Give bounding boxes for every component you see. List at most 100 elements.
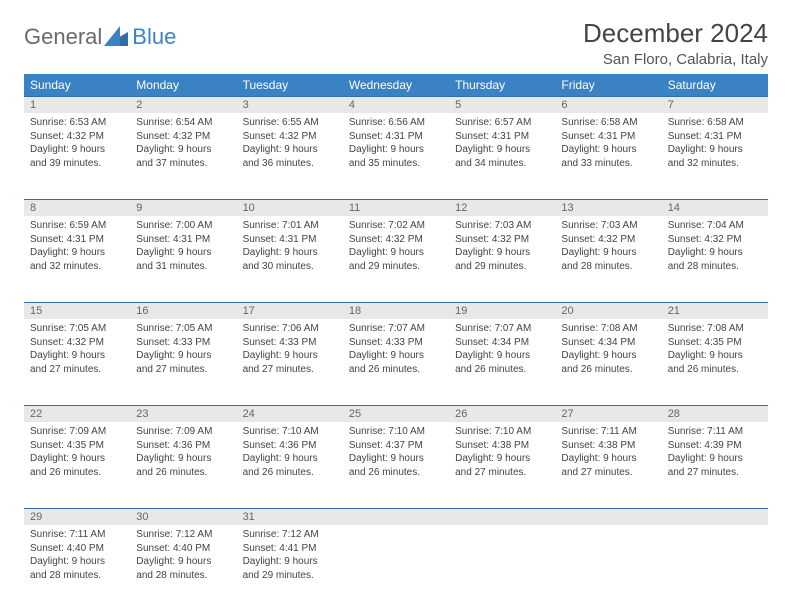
week-content-row: Sunrise: 7:09 AMSunset: 4:35 PMDaylight:… [24,422,768,508]
day-number: 7 [662,96,768,113]
day-line-sr: Sunrise: 7:08 AM [561,322,655,336]
day-line-ss: Sunset: 4:31 PM [561,130,655,144]
day-line-d1: Daylight: 9 hours [668,452,762,466]
day-number: 25 [343,405,449,422]
day-header: Saturday [662,74,768,96]
day-line-d1: Daylight: 9 hours [668,246,762,260]
day-number-cell: 11 [343,199,449,216]
day-content-cell: Sunrise: 7:05 AMSunset: 4:33 PMDaylight:… [130,319,236,405]
calendar-body: 1234567Sunrise: 6:53 AMSunset: 4:32 PMDa… [24,96,768,611]
day-content-cell: Sunrise: 7:00 AMSunset: 4:31 PMDaylight:… [130,216,236,302]
day-number-cell: 23 [130,405,236,422]
day-line-d2: and 32 minutes. [30,260,124,274]
day-header: Friday [555,74,661,96]
day-line-sr: Sunrise: 7:07 AM [349,322,443,336]
day-number-cell: 7 [662,96,768,113]
day-content: Sunrise: 7:04 AMSunset: 4:32 PMDaylight:… [662,216,768,279]
day-number [662,508,768,525]
day-line-d2: and 26 minutes. [349,466,443,480]
day-line-sr: Sunrise: 7:10 AM [349,425,443,439]
day-line-d1: Daylight: 9 hours [136,555,230,569]
day-number-cell [449,508,555,525]
day-line-d1: Daylight: 9 hours [30,143,124,157]
day-content: Sunrise: 7:08 AMSunset: 4:35 PMDaylight:… [662,319,768,382]
day-line-ss: Sunset: 4:32 PM [668,233,762,247]
day-content [555,525,661,534]
day-content: Sunrise: 6:54 AMSunset: 4:32 PMDaylight:… [130,113,236,176]
day-header: Thursday [449,74,555,96]
day-content: Sunrise: 7:12 AMSunset: 4:41 PMDaylight:… [237,525,343,588]
day-line-sr: Sunrise: 6:55 AM [243,116,337,130]
day-header: Sunday [24,74,130,96]
day-content-cell: Sunrise: 6:53 AMSunset: 4:32 PMDaylight:… [24,113,130,199]
day-number: 16 [130,302,236,319]
day-line-d2: and 28 minutes. [136,569,230,583]
day-number: 10 [237,199,343,216]
day-line-d2: and 26 minutes. [30,466,124,480]
week-content-row: Sunrise: 6:53 AMSunset: 4:32 PMDaylight:… [24,113,768,199]
day-line-d2: and 27 minutes. [668,466,762,480]
day-content: Sunrise: 7:01 AMSunset: 4:31 PMDaylight:… [237,216,343,279]
day-number: 15 [24,302,130,319]
day-content [449,525,555,534]
day-line-ss: Sunset: 4:32 PM [243,130,337,144]
day-line-d2: and 29 minutes. [455,260,549,274]
day-number: 20 [555,302,661,319]
day-number-cell: 18 [343,302,449,319]
day-number-cell: 1 [24,96,130,113]
day-number-cell: 24 [237,405,343,422]
day-content: Sunrise: 6:59 AMSunset: 4:31 PMDaylight:… [24,216,130,279]
day-line-d1: Daylight: 9 hours [561,349,655,363]
day-content [662,525,768,534]
day-line-ss: Sunset: 4:31 PM [30,233,124,247]
day-line-ss: Sunset: 4:32 PM [561,233,655,247]
day-content-cell: Sunrise: 7:10 AMSunset: 4:36 PMDaylight:… [237,422,343,508]
day-content-cell: Sunrise: 7:02 AMSunset: 4:32 PMDaylight:… [343,216,449,302]
day-line-sr: Sunrise: 6:57 AM [455,116,549,130]
day-content-cell: Sunrise: 7:06 AMSunset: 4:33 PMDaylight:… [237,319,343,405]
day-content-cell: Sunrise: 7:12 AMSunset: 4:40 PMDaylight:… [130,525,236,611]
day-number: 4 [343,96,449,113]
day-line-sr: Sunrise: 6:53 AM [30,116,124,130]
day-number-cell: 25 [343,405,449,422]
day-number-cell: 20 [555,302,661,319]
day-number-cell: 17 [237,302,343,319]
day-content-cell: Sunrise: 7:07 AMSunset: 4:33 PMDaylight:… [343,319,449,405]
day-line-ss: Sunset: 4:40 PM [30,542,124,556]
day-line-d2: and 31 minutes. [136,260,230,274]
day-line-ss: Sunset: 4:34 PM [561,336,655,350]
day-line-ss: Sunset: 4:38 PM [455,439,549,453]
day-line-sr: Sunrise: 7:06 AM [243,322,337,336]
week-number-row: 15161718192021 [24,302,768,319]
day-content: Sunrise: 7:05 AMSunset: 4:33 PMDaylight:… [130,319,236,382]
day-line-ss: Sunset: 4:32 PM [30,336,124,350]
logo: General Blue [24,24,176,50]
week-content-row: Sunrise: 7:05 AMSunset: 4:32 PMDaylight:… [24,319,768,405]
week-number-row: 22232425262728 [24,405,768,422]
logo-text-2: Blue [132,24,176,50]
day-line-ss: Sunset: 4:32 PM [455,233,549,247]
day-number: 30 [130,508,236,525]
day-number-cell [662,508,768,525]
day-number: 29 [24,508,130,525]
day-content-cell: Sunrise: 6:57 AMSunset: 4:31 PMDaylight:… [449,113,555,199]
day-line-sr: Sunrise: 7:09 AM [30,425,124,439]
day-number: 28 [662,405,768,422]
day-line-d1: Daylight: 9 hours [243,143,337,157]
day-line-d1: Daylight: 9 hours [30,555,124,569]
day-line-sr: Sunrise: 7:02 AM [349,219,443,233]
day-line-d1: Daylight: 9 hours [136,452,230,466]
day-number-cell: 8 [24,199,130,216]
day-number-cell: 15 [24,302,130,319]
day-line-d2: and 26 minutes. [561,363,655,377]
day-number-cell: 28 [662,405,768,422]
day-header: Tuesday [237,74,343,96]
day-line-d2: and 35 minutes. [349,157,443,171]
day-content-cell: Sunrise: 7:03 AMSunset: 4:32 PMDaylight:… [449,216,555,302]
day-content: Sunrise: 6:58 AMSunset: 4:31 PMDaylight:… [662,113,768,176]
day-line-d2: and 27 minutes. [136,363,230,377]
day-line-d1: Daylight: 9 hours [243,452,337,466]
day-line-d1: Daylight: 9 hours [136,143,230,157]
day-line-d2: and 27 minutes. [455,466,549,480]
day-number-cell: 21 [662,302,768,319]
